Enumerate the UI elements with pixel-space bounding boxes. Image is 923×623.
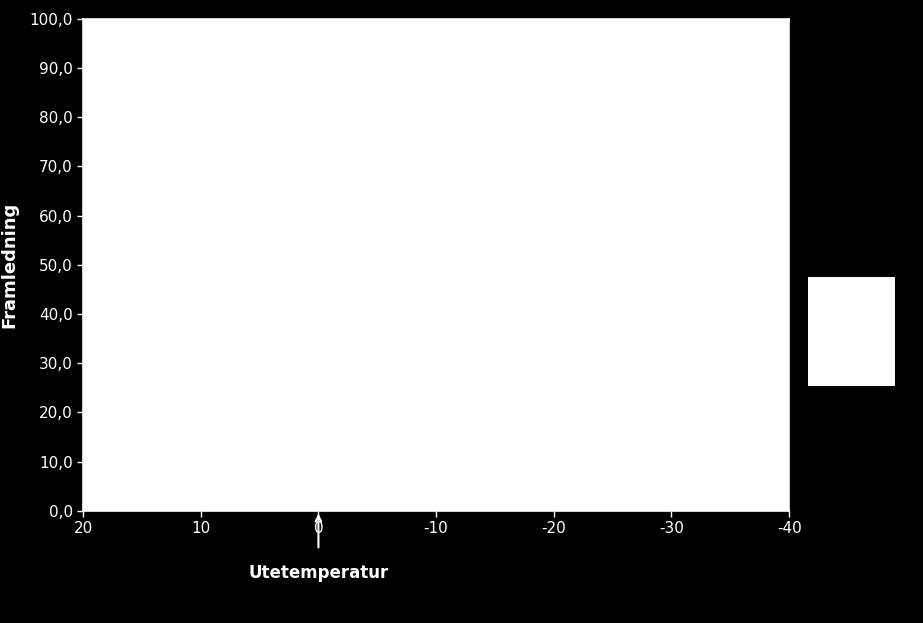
Y-axis label: Framledning: Framledning [0,202,18,328]
Text: Utetemperatur: Utetemperatur [248,564,389,582]
